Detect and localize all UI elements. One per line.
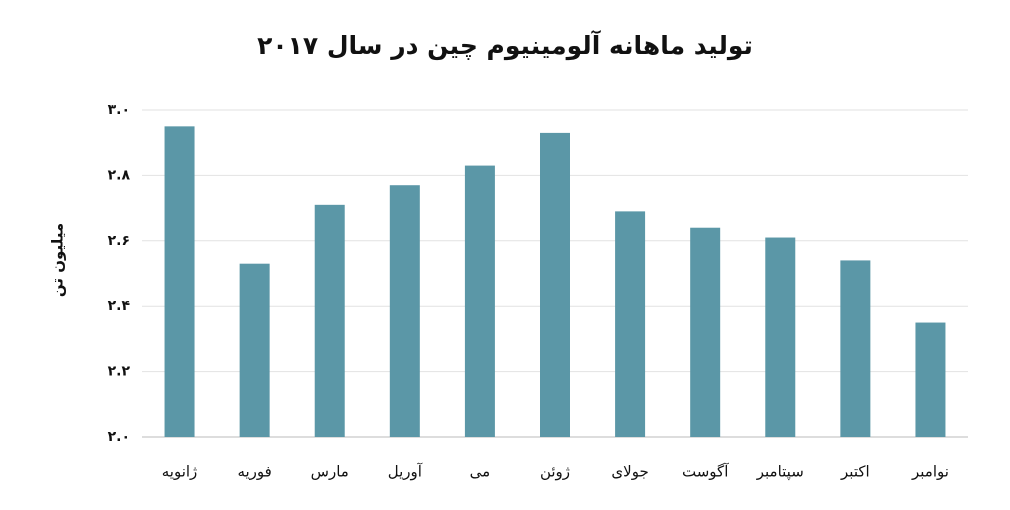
x-tick-label: آگوست xyxy=(682,463,729,481)
bar xyxy=(239,263,270,437)
x-tick-label: می xyxy=(470,463,491,481)
bar xyxy=(464,165,495,437)
y-axis-label: میلیون تن xyxy=(49,223,67,297)
y-tick-label: ۲.۲ xyxy=(108,364,131,380)
bar xyxy=(915,322,946,437)
y-tick-label: ۲.۸ xyxy=(108,167,131,183)
bar xyxy=(690,227,721,437)
x-tick-label: آوریل xyxy=(388,463,423,481)
y-tick-label: ۳.۰ xyxy=(108,102,130,118)
bar xyxy=(164,126,195,437)
x-tick-label: مارس xyxy=(311,463,349,481)
x-tick-label: ژوئن xyxy=(540,463,570,481)
bar xyxy=(314,204,345,437)
x-tick-label: اکتبر xyxy=(840,463,870,481)
y-tick-label: ۲.۴ xyxy=(108,298,131,314)
bar xyxy=(765,237,796,437)
x-tick-label: ژانویه xyxy=(162,463,198,481)
bar xyxy=(540,132,570,437)
bar xyxy=(389,185,420,437)
bar xyxy=(615,211,646,437)
x-tick-label: جولای xyxy=(611,463,648,481)
x-tick-label: سپتامبر xyxy=(756,463,804,482)
bar xyxy=(840,260,871,437)
y-tick-label: ۲.۰ xyxy=(108,429,130,445)
x-tick-label: فوریه xyxy=(237,463,271,481)
x-tick-label: نوامبر xyxy=(911,463,949,481)
chart-title: تولید ماهانه آلومینیوم چین در سال ۲۰۱۷ xyxy=(257,30,753,61)
y-tick-label: ۲.۶ xyxy=(108,233,130,249)
